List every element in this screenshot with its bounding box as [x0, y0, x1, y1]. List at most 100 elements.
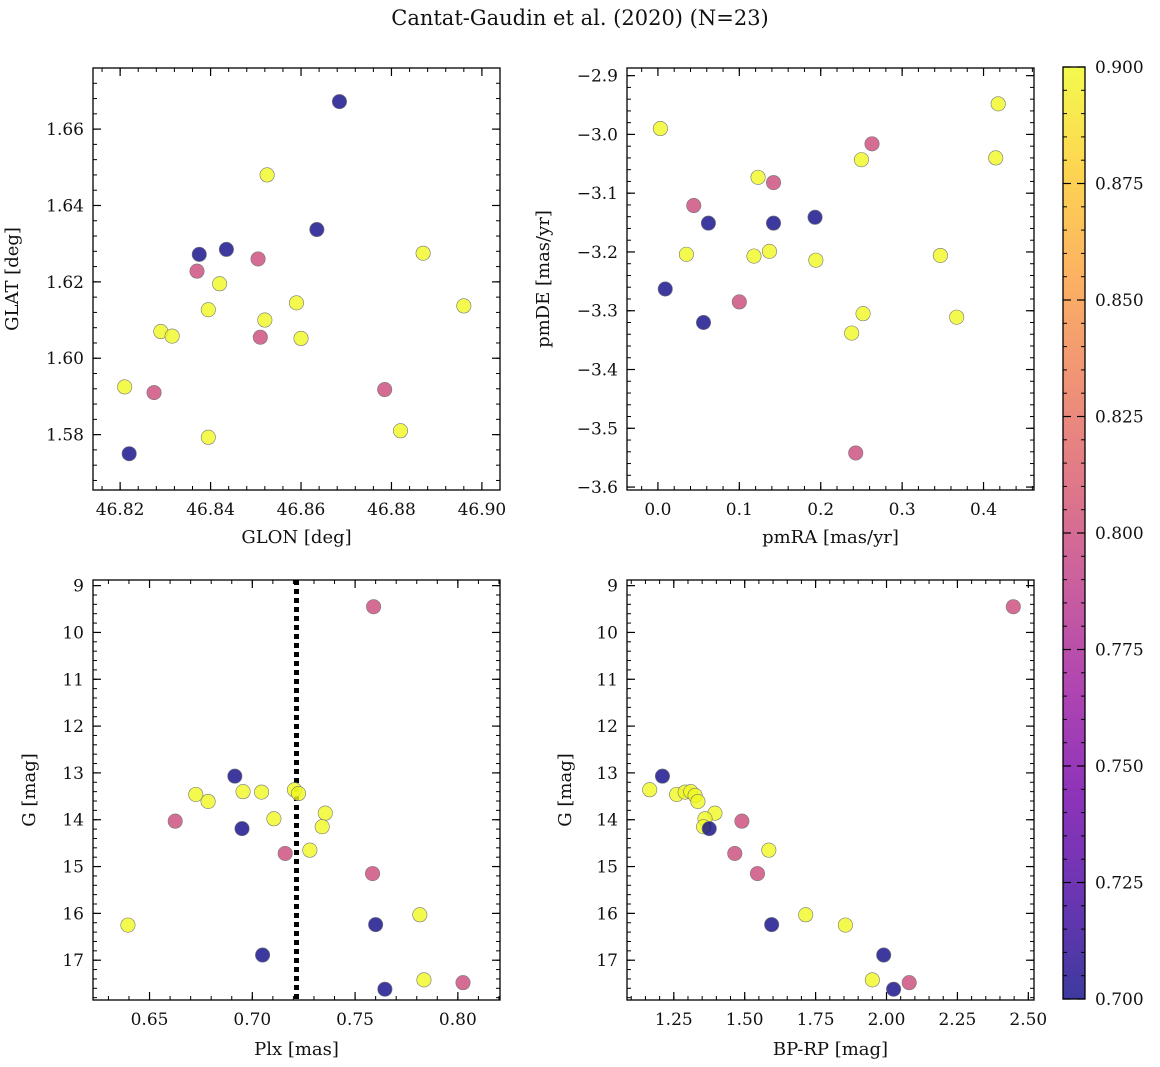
scatter-point [837, 917, 853, 933]
y-tick-label: 12 [62, 717, 84, 737]
y-tick-label: −2.9 [577, 67, 618, 87]
colorbar-tick-label: 0.750 [1095, 757, 1144, 777]
scatter-point [415, 245, 431, 261]
scatter-point [749, 866, 765, 882]
scatter-point [309, 222, 325, 238]
x-tick-label: 2.25 [938, 1010, 976, 1030]
scatter-point [121, 446, 137, 462]
scatter-point [654, 768, 670, 784]
y-tick-label: 11 [596, 670, 618, 690]
panel-bprp-g: 1.25 1.50 1.75 2.00 2.25 2.50 9 10 11 12 13 14 15 16 1… [555, 577, 1047, 1060]
y-tick-label: −3.3 [577, 302, 618, 322]
axes-frame [92, 67, 501, 491]
y-tick-label: −3.5 [577, 419, 618, 439]
scatter-point [657, 281, 673, 297]
colorbar-tick-label: 0.800 [1095, 524, 1144, 544]
scatter-point [746, 248, 762, 264]
scatter-point [678, 246, 694, 262]
scatter-point [855, 306, 871, 322]
scatter-point [764, 917, 780, 933]
y-axis-label: pmDE [mas/yr] [533, 210, 554, 348]
y-tick-label: 9 [607, 577, 618, 597]
scatter-point [696, 314, 712, 330]
scatter-point [200, 429, 216, 445]
y-tick-label: 14 [596, 811, 618, 831]
axes-frame [626, 579, 1035, 1001]
scatter-point [864, 972, 880, 988]
panel-glon-glat: 46.82 46.84 46.86 46.88 46.90 1.58 1.60 1.62 1.6… [2, 67, 507, 548]
x-tick-label: 46.84 [186, 500, 235, 520]
y-axis-label: GLAT [deg] [2, 227, 23, 331]
scatter-point [761, 243, 777, 259]
y-tick-label: −3.1 [577, 184, 618, 204]
scatter-point [393, 423, 409, 439]
scatter-point [766, 215, 782, 231]
colorbar-tick-label: 0.875 [1095, 175, 1144, 195]
y-tick-label: −3.6 [577, 478, 618, 498]
panel-plx-g: 0.65 0.70 0.75 0.80 9 10 11 12 13 14 15 16 17 Plx [ma… [19, 577, 501, 1060]
y-tick-label: 1.58 [46, 426, 84, 446]
x-tick-label: 0.4 [970, 500, 997, 520]
scatter-point [167, 813, 183, 829]
scatter-point [731, 294, 747, 310]
scatter-point [189, 263, 205, 279]
scatter-point [727, 845, 743, 861]
x-axis-label: GLON [deg] [241, 527, 351, 548]
scatter-point [227, 768, 243, 784]
y-tick-label: 16 [62, 904, 84, 924]
scatter-point [291, 786, 307, 802]
y-tick-label: 1.62 [46, 273, 84, 293]
scatter-point [259, 167, 275, 183]
scatter-point [377, 382, 393, 398]
x-axis-label: Plx [mas] [254, 1039, 339, 1060]
scatter-point [876, 947, 892, 963]
x-tick-label: 1.25 [655, 1010, 693, 1030]
y-axis-label: G [mag] [19, 753, 40, 826]
axes-frame [626, 67, 1035, 491]
scatter-point [234, 821, 250, 837]
y-tick-label: 11 [62, 670, 84, 690]
x-tick-label: 0.70 [233, 1010, 271, 1030]
scatter-point [798, 907, 814, 923]
scatter-point [701, 821, 717, 837]
y-tick-label: 1.64 [46, 196, 84, 216]
scatter-point [277, 845, 293, 861]
x-tick-label: 46.90 [458, 500, 507, 520]
x-axis-label: pmRA [mas/yr] [762, 527, 899, 548]
scatter-point [642, 782, 658, 798]
scatter-point [191, 246, 207, 262]
x-tick-label: 1.75 [797, 1010, 835, 1030]
x-tick-label: 2.50 [1009, 1010, 1047, 1030]
scatter-point [412, 907, 428, 923]
colorbar-tick-label: 0.725 [1095, 874, 1144, 894]
x-tick-label: 46.82 [96, 500, 145, 520]
y-tick-label: 13 [596, 764, 618, 784]
x-tick-label: 1.50 [726, 1010, 764, 1030]
x-tick-label: 0.1 [726, 500, 753, 520]
scatter-point [252, 329, 268, 345]
colorbar-tick-label: 0.900 [1095, 58, 1144, 78]
scatter-point [331, 94, 347, 110]
y-tick-label: 1.66 [46, 120, 84, 140]
scatter-point [750, 169, 766, 185]
y-tick-label: 10 [596, 623, 618, 643]
scatter-point [864, 136, 880, 152]
y-tick-label: 15 [62, 858, 84, 878]
scatter-point [146, 385, 162, 401]
scatter-point [988, 150, 1004, 166]
scatter-point [932, 247, 948, 263]
scatter-point [257, 312, 273, 328]
figure-title: Cantat-Gaudin et al. (2020) (N=23) [391, 6, 769, 30]
scatter-point [293, 330, 309, 346]
x-tick-label: 0.3 [889, 500, 916, 520]
scatter-point [188, 786, 204, 802]
scatter-point [807, 209, 823, 225]
scatter-point [377, 981, 393, 997]
colorbar-tick-label: 0.850 [1095, 291, 1144, 311]
y-axis-label: G [mag] [555, 753, 576, 826]
y-tick-label: 15 [596, 858, 618, 878]
y-tick-label: 17 [596, 951, 618, 971]
x-tick-label: 2.00 [868, 1010, 906, 1030]
scatter-point [734, 813, 750, 829]
